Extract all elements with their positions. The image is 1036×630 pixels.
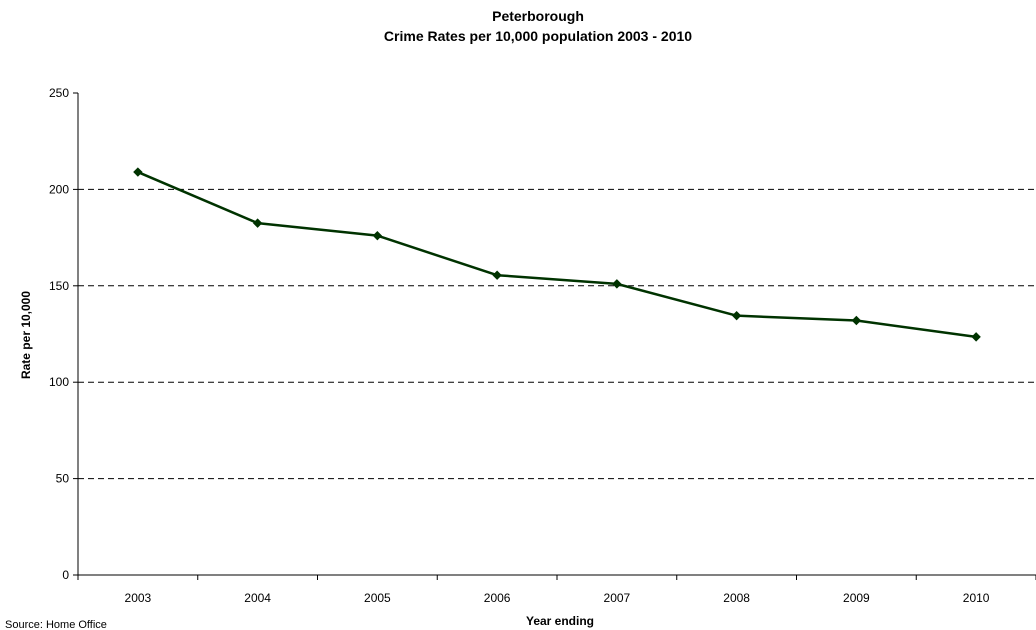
x-axis-title: Year ending bbox=[526, 614, 594, 628]
y-tick-label: 200 bbox=[49, 182, 69, 196]
data-point bbox=[971, 332, 981, 342]
y-axis-ticks: 0 50 100 150 200 250 bbox=[49, 86, 78, 582]
y-axis-title: Rate per 10,000 bbox=[19, 291, 33, 379]
data-point bbox=[492, 270, 502, 280]
chart-subtitle: Crime Rates per 10,000 population 2003 -… bbox=[384, 28, 692, 44]
x-tick-label: 2008 bbox=[723, 591, 750, 605]
x-tick-label: 2006 bbox=[484, 591, 511, 605]
y-tick-label: 0 bbox=[62, 568, 69, 582]
data-point bbox=[372, 230, 383, 241]
y-tick-label: 100 bbox=[49, 375, 69, 389]
x-tick-label: 2009 bbox=[843, 591, 870, 605]
x-axis-ticks: 2003 2004 2005 2006 2007 2008 2009 2010 bbox=[77, 575, 1036, 605]
data-point bbox=[851, 315, 862, 326]
data-point bbox=[133, 167, 143, 177]
data-point bbox=[612, 279, 622, 289]
chart-title: Peterborough bbox=[492, 8, 584, 24]
y-tick-label: 150 bbox=[49, 279, 69, 293]
data-point bbox=[731, 310, 742, 321]
x-tick-label: 2003 bbox=[125, 591, 152, 605]
series-group bbox=[133, 167, 981, 342]
y-tick-label: 250 bbox=[49, 86, 69, 100]
series-line bbox=[137, 170, 977, 339]
x-tick-label: 2007 bbox=[604, 591, 631, 605]
gridlines bbox=[78, 188, 1036, 480]
source-note: Source: Home Office bbox=[5, 619, 107, 630]
y-tick-label: 50 bbox=[56, 472, 70, 486]
data-point bbox=[252, 218, 263, 228]
x-tick-label: 2010 bbox=[963, 591, 990, 605]
x-tick-label: 2005 bbox=[364, 591, 391, 605]
x-tick-label: 2004 bbox=[244, 591, 271, 605]
